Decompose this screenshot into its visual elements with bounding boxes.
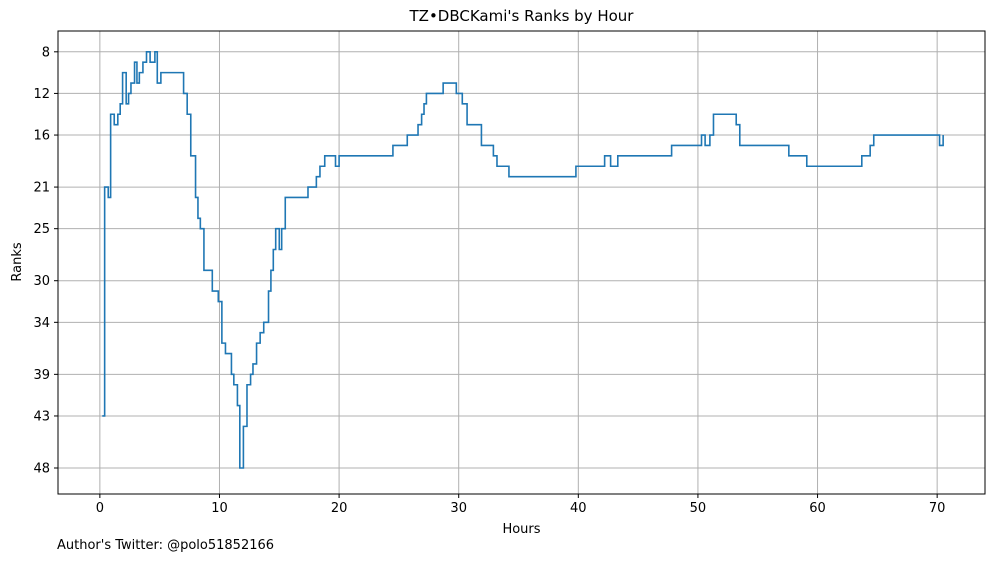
grid-lines bbox=[58, 31, 985, 494]
y-tick-label: 21 bbox=[33, 181, 50, 196]
chart-title: TZ•DBCKami's Ranks by Hour bbox=[409, 7, 635, 25]
x-tick-label: 70 bbox=[929, 501, 946, 516]
y-tick-label: 39 bbox=[33, 368, 50, 383]
y-tick-label: 12 bbox=[33, 87, 50, 102]
y-tick-label: 34 bbox=[33, 316, 50, 331]
y-axis-label: Ranks bbox=[10, 242, 25, 281]
author-credit: Author's Twitter: @polo51852166 bbox=[57, 538, 275, 553]
x-tick-label: 10 bbox=[211, 501, 228, 516]
x-tick-label: 20 bbox=[331, 501, 348, 516]
y-tick-label: 16 bbox=[33, 129, 50, 144]
y-tick-label: 43 bbox=[33, 409, 50, 424]
x-tick-label: 60 bbox=[809, 501, 826, 516]
rank-series-line bbox=[102, 51, 944, 469]
y-tick-label: 25 bbox=[33, 222, 50, 237]
x-tick-label: 30 bbox=[450, 501, 467, 516]
x-axis-label: Hours bbox=[502, 522, 540, 537]
x-tick-label: 0 bbox=[96, 501, 104, 516]
y-tick-label: 48 bbox=[33, 461, 50, 476]
x-tick-label: 50 bbox=[690, 501, 707, 516]
y-tick-label: 30 bbox=[33, 274, 50, 289]
series-layer bbox=[102, 51, 944, 469]
y-tick-label: 8 bbox=[42, 45, 50, 60]
axis-ticks: 0 10 20 30 40 50 60 70 8 12 16 21 25 30 34 39 43 48 bbox=[33, 45, 945, 516]
plot-area-frame bbox=[57, 30, 986, 495]
x-tick-label: 40 bbox=[570, 501, 587, 516]
